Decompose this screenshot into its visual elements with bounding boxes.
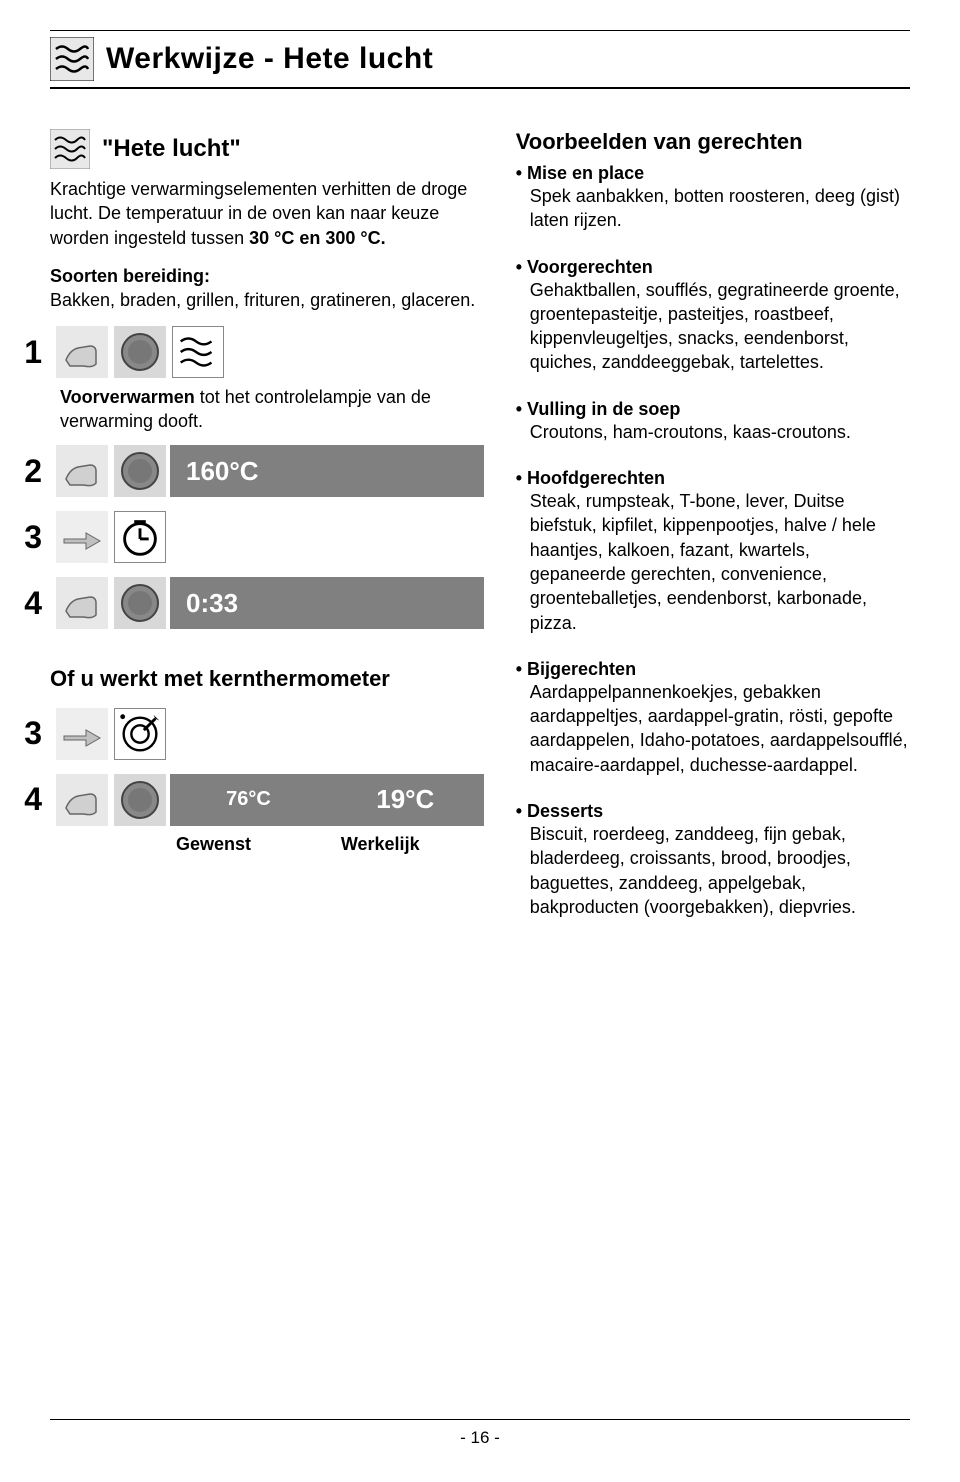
label-gewenst: Gewenst bbox=[154, 834, 319, 855]
example-item-text: Gehaktballen, soufflés, gegratineerde gr… bbox=[530, 278, 910, 375]
intro-2a: Soorten bereiding: bbox=[50, 266, 210, 286]
temp-split-display: 76°C 19°C bbox=[170, 774, 484, 826]
example-item: DessertsBiscuit, roerdeeg, zanddeeg, fij… bbox=[516, 801, 910, 919]
werkelijk-value: 19°C bbox=[327, 784, 484, 815]
step-2: 2 160°C bbox=[10, 445, 484, 497]
example-item-title: Bijgerechten bbox=[516, 659, 910, 680]
point-icon bbox=[56, 708, 108, 760]
therm-step-4: 4 76°C 19°C bbox=[10, 774, 484, 826]
top-rule bbox=[50, 30, 910, 31]
items-list: Mise en placeSpek aanbakken, botten roos… bbox=[516, 163, 910, 919]
step-4: 4 0:33 bbox=[10, 577, 484, 629]
example-item-text: Biscuit, roerdeeg, zanddeeg, fijn gebak,… bbox=[530, 822, 910, 919]
intro-paragraph-1: Krachtige verwarmingselementen verhitten… bbox=[50, 177, 484, 250]
split-labels: Gewenst Werkelijk bbox=[154, 834, 484, 855]
page-footer: - 16 - bbox=[50, 1419, 910, 1448]
therm-step-4-number: 4 bbox=[10, 781, 42, 818]
page-number: - 16 - bbox=[460, 1428, 500, 1447]
dial-icon bbox=[114, 445, 166, 497]
step-3: 3 bbox=[10, 511, 484, 563]
therm-step-3-number: 3 bbox=[10, 715, 42, 752]
example-item-text: Aardappelpannenkoekjes, gebakken aardapp… bbox=[530, 680, 910, 777]
therm-step-3: 3 bbox=[10, 708, 484, 760]
examples-heading: Voorbeelden van gerechten bbox=[516, 129, 910, 155]
example-item-text: Croutons, ham-croutons, kaas-croutons. bbox=[530, 420, 910, 444]
example-item: BijgerechtenAardappelpannenkoekjes, geba… bbox=[516, 659, 910, 777]
step1-caption-a: Voorverwarmen bbox=[60, 387, 195, 407]
intro-paragraph-2: Soorten bereiding: Bakken, braden, grill… bbox=[50, 264, 484, 313]
example-item-text: Steak, rumpsteak, T-bone, lever, Duitse … bbox=[530, 489, 910, 635]
step-1: 1 bbox=[10, 326, 484, 378]
example-item-title: Vulling in de soep bbox=[516, 399, 910, 420]
header: Werkwijze - Hete lucht bbox=[50, 37, 910, 89]
step-2-number: 2 bbox=[10, 453, 42, 490]
example-item: HoofdgerechtenSteak, rumpsteak, T-bone, … bbox=[516, 468, 910, 635]
probe-icon bbox=[114, 708, 166, 760]
step-3-number: 3 bbox=[10, 519, 42, 556]
step-1-caption: Voorverwarmen tot het controlelampje van… bbox=[60, 386, 484, 433]
temperature-display: 160°C bbox=[170, 445, 484, 497]
hete-lucht-icon bbox=[50, 129, 90, 169]
step-4-number: 4 bbox=[10, 585, 42, 622]
hand-icon bbox=[56, 577, 108, 629]
intro-1b: 30 °C en 300 °C. bbox=[249, 228, 385, 248]
sub-title: "Hete lucht" bbox=[102, 135, 241, 163]
time-display: 0:33 bbox=[170, 577, 484, 629]
point-icon bbox=[56, 511, 108, 563]
left-column: "Hete lucht" Krachtige verwarmingselemen… bbox=[50, 129, 484, 943]
right-column: Voorbeelden van gerechten Mise en placeS… bbox=[516, 129, 910, 943]
intro-2b: Bakken, braden, grillen, frituren, grati… bbox=[50, 290, 475, 310]
dial-icon bbox=[114, 774, 166, 826]
dial-icon bbox=[114, 326, 166, 378]
hand-icon bbox=[56, 774, 108, 826]
hand-icon bbox=[56, 326, 108, 378]
label-werkelijk: Werkelijk bbox=[319, 834, 484, 855]
example-item-title: Voorgerechten bbox=[516, 257, 910, 278]
example-item-title: Mise en place bbox=[516, 163, 910, 184]
thermometer-heading: Of u werkt met kernthermometer bbox=[50, 665, 484, 694]
example-item: Vulling in de soepCroutons, ham-croutons… bbox=[516, 399, 910, 444]
hete-lucht-mode-icon bbox=[172, 326, 224, 378]
dial-icon bbox=[114, 577, 166, 629]
page-title: Werkwijze - Hete lucht bbox=[106, 42, 433, 76]
example-item: Mise en placeSpek aanbakken, botten roos… bbox=[516, 163, 910, 233]
step-1-number: 1 bbox=[10, 334, 42, 371]
hete-lucht-icon bbox=[50, 37, 94, 81]
subtitle-row: "Hete lucht" bbox=[50, 129, 484, 169]
hand-icon bbox=[56, 445, 108, 497]
example-item-title: Hoofdgerechten bbox=[516, 468, 910, 489]
timer-icon bbox=[114, 511, 166, 563]
content-columns: "Hete lucht" Krachtige verwarmingselemen… bbox=[50, 129, 910, 943]
example-item-title: Desserts bbox=[516, 801, 910, 822]
example-item-text: Spek aanbakken, botten roosteren, deeg (… bbox=[530, 184, 910, 233]
gewenst-value: 76°C bbox=[170, 788, 327, 811]
example-item: VoorgerechtenGehaktballen, soufflés, geg… bbox=[516, 257, 910, 375]
